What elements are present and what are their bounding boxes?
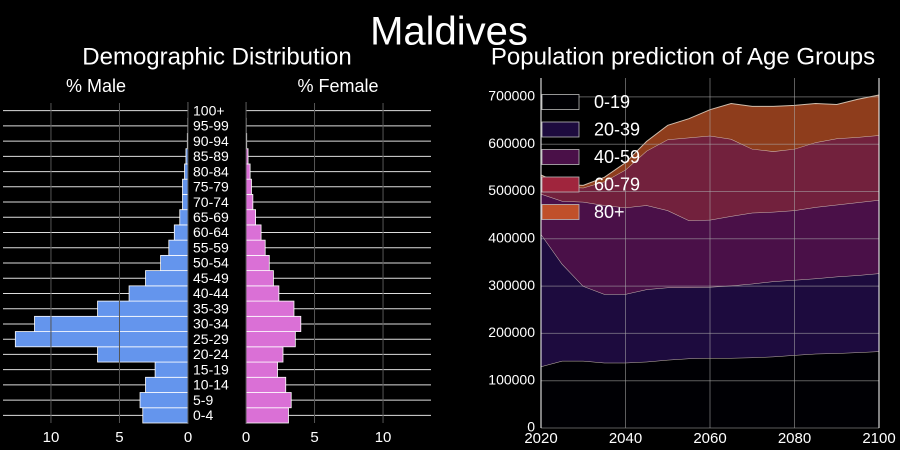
female-bar: [245, 392, 292, 409]
male-bar: [14, 331, 189, 348]
male-x-tick-label: 5: [115, 429, 123, 446]
area-x-tick-label: 2020: [524, 430, 557, 447]
male-bar: [145, 376, 189, 393]
area-x-tick-label: 2040: [609, 430, 642, 447]
age-group-label: 80-84: [193, 163, 229, 179]
age-group-label: 90-94: [193, 133, 229, 149]
age-group-label: 10-14: [193, 377, 229, 393]
legend-swatch: [541, 121, 580, 138]
area-y-tick-label: 500000: [488, 182, 535, 198]
age-group-label: 25-29: [193, 331, 229, 347]
male-bar: [139, 392, 189, 409]
male-bar: [182, 178, 189, 195]
male-bar: [173, 224, 189, 241]
pyramid-x-ticks: 0 0 5 5 10 10: [43, 103, 392, 446]
legend-swatch: [541, 176, 580, 193]
age-group-label: 55-59: [193, 239, 229, 255]
area-y-tick-label: 200000: [488, 324, 535, 340]
area-y-tick-label: 700000: [488, 88, 535, 104]
legend-label: 20-39: [594, 119, 640, 139]
male-bar: [179, 209, 189, 226]
male-bars: [3, 102, 189, 424]
female-bar: [245, 407, 289, 424]
male-bar: [145, 270, 189, 287]
legend-swatch: [541, 94, 580, 110]
area-y-tick-label: 0: [527, 419, 535, 435]
male-bar: [160, 254, 189, 272]
male-x-tick-label: 10: [43, 429, 60, 446]
male-bar: [142, 407, 189, 424]
age-group-label: 60-64: [193, 224, 229, 240]
legend-label: 60-79: [594, 174, 640, 194]
female-bar: [245, 224, 262, 241]
legend-label: 80+: [594, 202, 625, 222]
female-bar: [245, 163, 251, 180]
male-bar: [97, 300, 189, 317]
female-bar: [245, 254, 270, 272]
age-group-label: 0-4: [193, 407, 213, 423]
population-prediction-chart: Population prediction of Age Groups 0 100…: [488, 43, 895, 447]
age-group-label: 70-74: [193, 194, 229, 210]
age-group-label: 20-24: [193, 346, 229, 362]
age-group-label: 50-54: [193, 255, 229, 271]
pyramid-title: Demographic Distribution: [82, 43, 351, 70]
area-y-tick-label: 300000: [488, 277, 535, 293]
male-bar: [182, 194, 189, 211]
age-group-label: 95-99: [193, 118, 229, 134]
age-group-label: 15-19: [193, 361, 229, 377]
male-bar: [184, 163, 189, 180]
age-group-label: 5-9: [193, 392, 213, 408]
age-group-label: 85-89: [193, 148, 229, 164]
female-x-tick-label: 5: [310, 429, 318, 446]
female-bar: [245, 178, 252, 195]
area-y-tick-label: 100000: [488, 371, 535, 387]
area-legend: 0-19 20-39 40-59 60-79 80+: [541, 92, 640, 222]
male-bar: [34, 315, 189, 332]
female-bar: [245, 285, 280, 302]
figure-title: Maldives: [370, 10, 528, 54]
female-x-tick-label: 0: [242, 429, 250, 446]
area-y-tick-label: 400000: [488, 230, 535, 246]
female-bar: [245, 376, 287, 393]
male-bar: [97, 346, 189, 363]
legend-swatch: [541, 149, 580, 165]
female-bar: [245, 361, 278, 378]
area-x-tick-label: 2100: [862, 430, 895, 447]
age-group-label: 35-39: [193, 300, 229, 316]
female-bar: [245, 315, 302, 332]
area-chart-title: Population prediction of Age Groups: [491, 43, 875, 70]
age-group-labels: 0-45-910-1415-1920-2425-2930-3435-3940-4…: [193, 102, 229, 423]
age-group-label: 100+: [193, 102, 225, 118]
age-group-label: 65-69: [193, 209, 229, 225]
female-bar: [245, 209, 256, 226]
female-bar: [245, 194, 254, 211]
female-x-tick-label: 10: [375, 429, 392, 446]
female-axis-label: % Female: [297, 76, 378, 96]
area-y-tick-label: 600000: [488, 135, 535, 151]
legend-swatch: [541, 204, 580, 220]
male-bar: [154, 361, 189, 378]
female-bar: [245, 331, 296, 348]
legend-label: 40-59: [594, 147, 640, 167]
male-axis-label: % Male: [66, 76, 126, 96]
male-x-tick-label: 0: [184, 429, 192, 446]
female-bar: [245, 300, 295, 317]
population-pyramid-chart: Demographic Distribution % Male % Female…: [3, 43, 431, 446]
female-bar: [245, 270, 274, 287]
female-bar: [245, 239, 266, 256]
female-bar: [245, 346, 284, 363]
male-bar: [128, 285, 189, 302]
area-x-tick-label: 2080: [778, 430, 811, 447]
male-bar: [168, 239, 189, 256]
area-axes: 0 100000 200000 300000 400000 500000 600000 700…: [488, 78, 896, 447]
age-group-label: 40-44: [193, 285, 229, 301]
area-gridlines: [540, 78, 880, 429]
age-group-label: 45-49: [193, 270, 229, 286]
age-group-label: 75-79: [193, 179, 229, 195]
age-group-label: 30-34: [193, 316, 229, 332]
legend-label: 0-19: [594, 92, 630, 112]
female-bars: [245, 102, 431, 424]
area-x-tick-label: 2060: [693, 430, 726, 447]
